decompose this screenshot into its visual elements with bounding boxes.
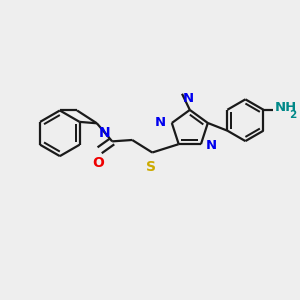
Text: S: S	[146, 160, 156, 174]
Text: 2: 2	[289, 110, 296, 120]
Text: N: N	[183, 92, 194, 105]
Text: N: N	[98, 125, 110, 140]
Text: NH: NH	[274, 101, 297, 114]
Text: N: N	[206, 139, 217, 152]
Text: N: N	[154, 116, 166, 130]
Text: O: O	[92, 156, 104, 170]
